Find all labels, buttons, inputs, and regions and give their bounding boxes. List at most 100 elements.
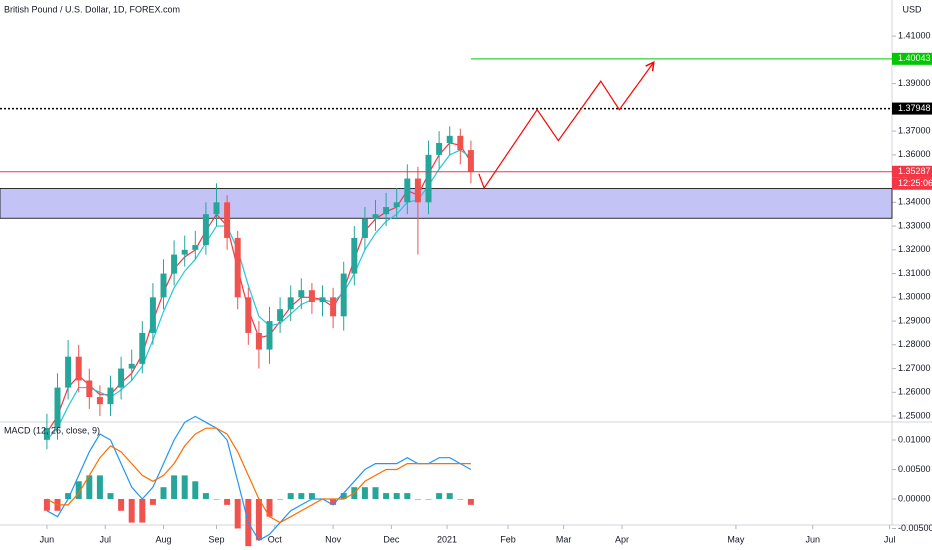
histogram-bar (446, 493, 453, 499)
candle-body (330, 297, 337, 317)
x-tick-label: Jul (99, 534, 111, 544)
x-tick-label: Feb (500, 534, 516, 544)
histogram-bar (234, 498, 241, 529)
histogram-bar (467, 498, 474, 505)
candle-body (287, 297, 294, 310)
candle-body (351, 237, 358, 274)
histogram-bar (266, 498, 273, 517)
histogram-bar (393, 493, 400, 499)
histogram-bar (86, 475, 93, 499)
x-tick-label: Nov (325, 534, 342, 544)
candle-body (308, 290, 315, 303)
candle-body (266, 321, 273, 350)
y-tick-label: 1.39000 (898, 78, 931, 88)
histogram-bar (96, 475, 103, 499)
countdown-label: 12:25:06 (898, 178, 932, 188)
x-tick-label: Jun (806, 534, 821, 544)
histogram-bar (65, 493, 72, 499)
candle-body (414, 178, 421, 203)
candle-body (139, 332, 146, 364)
histogram-bar (181, 475, 188, 499)
histogram-bar (75, 481, 82, 499)
histogram-bar (202, 493, 209, 499)
y-tick-label: 0.01000 (898, 434, 931, 444)
price-level-tag (892, 165, 932, 178)
y-tick-label: 0.00000 (898, 493, 931, 503)
support-zone (0, 188, 893, 219)
histogram-bar (149, 498, 156, 505)
y-tick-label: 1.28000 (898, 339, 931, 349)
histogram-bar (340, 493, 347, 499)
y-tick-label: 0.00500 (898, 464, 931, 474)
candle-body (202, 214, 209, 246)
candle-body (404, 178, 411, 203)
candle-body (425, 154, 432, 203)
histogram-bar (425, 498, 432, 500)
y-tick-label: 1.30000 (898, 292, 931, 302)
projection-arrowhead (645, 60, 655, 72)
x-tick-label: Sep (208, 534, 224, 544)
y-tick-label: 1.29000 (898, 315, 931, 325)
candle-body (298, 290, 305, 298)
candle-body (192, 245, 199, 250)
histogram-bar (192, 481, 199, 499)
histogram-bar (457, 498, 464, 500)
x-tick-label: Oct (268, 534, 283, 544)
y-tick-label: 1.33000 (898, 220, 931, 230)
candle-body (171, 254, 178, 274)
candle-body (43, 427, 50, 440)
candle-body (436, 142, 443, 155)
histogram-bar (255, 498, 262, 541)
macd-line (46, 415, 472, 542)
signal-line (46, 427, 471, 524)
price-level-label: 1.37948 (898, 103, 931, 113)
y-tick-label: 1.27000 (898, 363, 931, 373)
x-tick-label: Jun (40, 534, 55, 544)
x-tick-label: Mar (556, 534, 572, 544)
histogram-bar (118, 498, 125, 511)
candle-body (383, 207, 390, 215)
candle-body (75, 356, 82, 381)
candle-body (372, 214, 379, 219)
candle-body (149, 297, 156, 333)
candle-body (224, 202, 231, 238)
y-tick-label: 1.34000 (898, 197, 931, 207)
candle-body (255, 332, 262, 350)
histogram-bar (213, 498, 220, 500)
histogram-bar (128, 498, 135, 523)
candle-body (245, 297, 252, 333)
histogram-bar (171, 475, 178, 499)
histogram-bar (160, 487, 167, 499)
candle-body (107, 387, 114, 405)
macd-title: MACD (12, 26, close, 9) (4, 425, 100, 435)
candle-body (96, 397, 103, 405)
candle-body (54, 387, 61, 428)
candle-body (128, 363, 135, 369)
x-tick-label: 2021 (437, 534, 457, 544)
histogram-bar (107, 493, 114, 499)
candle-body (234, 237, 241, 298)
histogram-bar (298, 493, 305, 499)
histogram-bar (139, 498, 146, 523)
histogram-bar (308, 493, 315, 499)
moving-average (46, 149, 472, 441)
y-tick-label: 1.26000 (898, 387, 931, 397)
candle-body (213, 202, 220, 215)
y-tick-label: 1.32000 (898, 244, 931, 254)
axis-unit: USD (902, 4, 922, 14)
x-tick-label: Aug (155, 534, 171, 544)
histogram-bar (414, 498, 421, 500)
candle-body (118, 368, 125, 388)
x-tick-label: Apr (615, 534, 629, 544)
histogram-bar (224, 498, 231, 505)
price-level-tag (892, 52, 932, 65)
candle-body (277, 309, 284, 322)
candle-body (457, 135, 464, 151)
symbol-title: British Pound / U.S. Dollar, 1D, FOREX.c… (4, 4, 180, 14)
candle-body (361, 218, 368, 238)
candle-body (467, 150, 474, 172)
candle-body (446, 135, 453, 143)
histogram-bar (436, 493, 443, 499)
candle-body (319, 297, 326, 303)
price-level-tag (892, 102, 932, 115)
